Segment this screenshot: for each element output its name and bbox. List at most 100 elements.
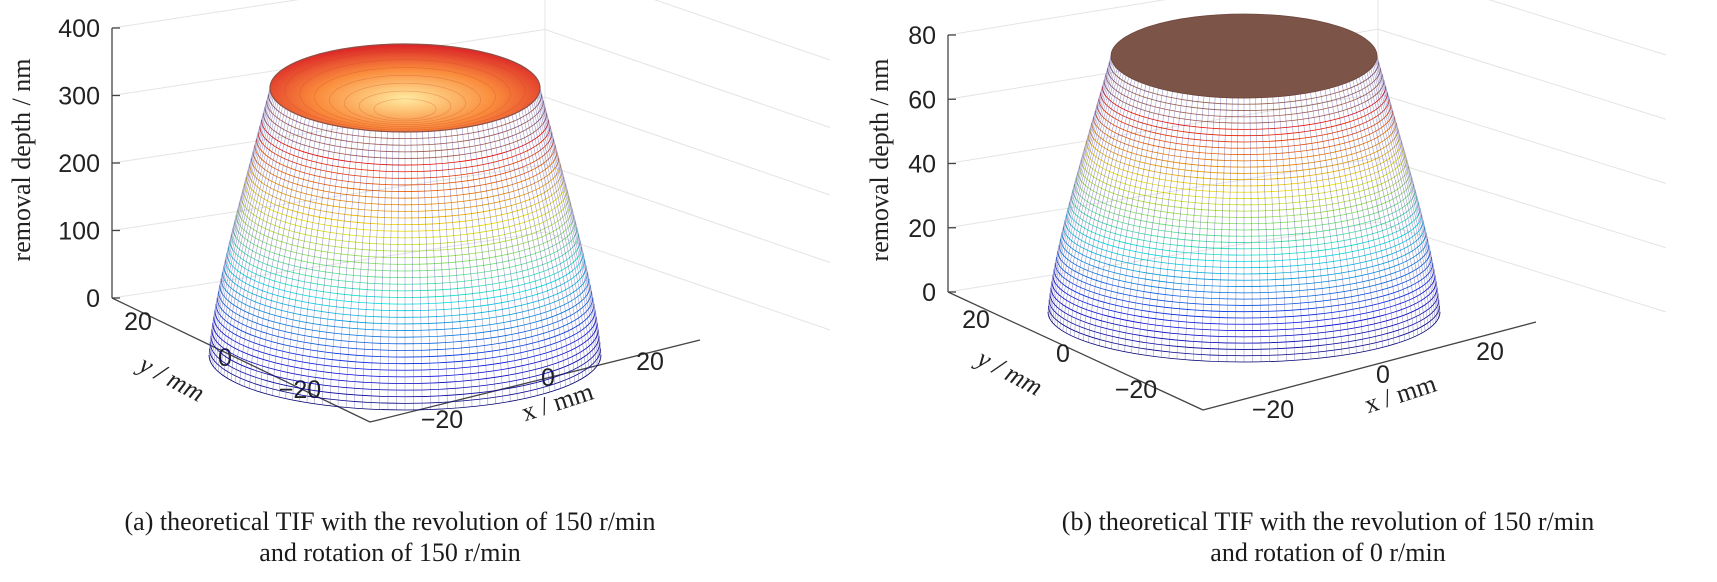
mesh-meridian [220,102,279,374]
caption-a-line-1: (a) theoretical TIF with the revolution … [124,507,656,536]
mesh-meridian [1278,96,1295,361]
x-axis-line [369,339,701,423]
mesh-meridian [244,113,295,387]
mesh-meridian [354,130,371,409]
caption-b: (b) theoretical TIF with the revolution … [898,506,1717,568]
mesh-meridian [1117,88,1159,351]
mesh-meridian [1074,76,1130,338]
mesh-meridian [1052,65,1115,323]
surface-top-cap [1110,13,1378,99]
mesh-meridian [314,126,343,404]
mesh-meridian [1249,97,1253,362]
mesh-meridian [1266,97,1279,362]
mesh-meridian [1305,93,1335,357]
mesh-meridian [1255,97,1262,362]
mesh-meridian [260,117,306,393]
mesh-meridian [1160,94,1189,358]
mesh-meridian [306,126,338,403]
grid-z-line [947,0,1167,36]
mesh-meridian [504,117,550,393]
mesh-meridian [1366,72,1426,332]
mesh-meridian [1358,76,1414,338]
mesh-meridian [337,129,360,407]
mesh-meridian [1289,95,1312,360]
z-tick-label: 20 [908,215,936,243]
grid-z-line [544,96,831,196]
grid-z-line [544,29,831,128]
mesh-meridian [495,120,538,396]
mesh-meridian [1315,91,1350,355]
mesh-meridian [1209,97,1222,362]
mesh-meridian [467,126,496,404]
mesh-meridian [1345,82,1395,345]
mesh-meridian [235,109,289,383]
mesh-meridian [1374,63,1438,321]
mesh-meridian [410,131,414,410]
mesh-meridian [1370,68,1432,328]
mesh-meridian [539,87,602,356]
mesh-meridian [1184,96,1205,360]
y-axis-line [111,297,371,423]
mesh-meridian [439,130,456,409]
x-ticks: −20 0 20 [1252,338,1504,424]
mesh-meridian [329,128,354,406]
mesh-meridian [1310,92,1343,356]
mesh-meridian [1047,55,1112,313]
z-tick-label: 0 [922,279,936,307]
z-tick-label: 400 [58,15,100,43]
caption-a-line-2: and rotation of 150 r/min [259,538,521,567]
mesh-meridian [396,131,400,410]
mesh-meridian [1078,78,1133,339]
mesh-meridian [456,128,481,406]
mesh-meridian [1083,80,1136,341]
mesh-meridian [208,87,271,356]
caption-a: (a) theoretical TIF with the revolution … [0,506,780,568]
mesh-meridian [1226,97,1233,362]
mesh-meridian [1088,81,1139,343]
y-tick-label: 20 [124,308,152,336]
mesh-meridian [1376,55,1441,313]
mesh-meridian [1299,94,1328,358]
mesh-meridian [527,106,583,379]
z-ticks: 0 20 40 60 80 [908,22,956,307]
mesh-meridian [285,122,324,399]
mesh-meridian [1193,96,1210,361]
mesh-meridian [500,119,544,394]
mesh-meridian [1333,86,1377,349]
mesh-meridian [533,101,593,372]
surface-mesh [208,43,602,411]
z-axis-label: removal depth / nm [865,59,894,262]
y-tick-label: 20 [962,306,990,334]
mesh-meridian [1168,94,1194,359]
z-tick-label: 40 [908,151,936,179]
caption-b-line-2: and rotation of 0 r/min [1210,538,1446,567]
mesh-meridian [223,104,281,377]
mesh-meridian [1124,89,1164,352]
mesh-meridian [1368,70,1429,330]
mesh-meridian [215,99,275,370]
grid-z-line [544,164,831,263]
surface-top-rim [269,43,541,133]
mesh-meridian [521,109,575,383]
mesh-meridian [515,113,566,387]
grid-z-line [544,231,831,331]
mesh-meridian [428,131,440,410]
mesh-meridian [239,111,292,385]
mesh-meridian [209,91,271,360]
mesh-meridian [416,131,423,410]
mesh-meridian [321,127,349,405]
surface-mesh [1047,13,1441,363]
mesh-meridian [1047,57,1112,315]
mesh-meridian [208,89,271,358]
mesh-meridian [278,121,319,398]
mesh-meridian [1138,91,1173,355]
x-tick-label: 20 [1476,338,1504,366]
mesh-meridian [387,131,394,410]
mesh-meridian [1337,85,1383,348]
x-axis-line [1202,321,1537,411]
mesh-meridian [1376,59,1440,317]
grid-z-line [111,231,546,299]
